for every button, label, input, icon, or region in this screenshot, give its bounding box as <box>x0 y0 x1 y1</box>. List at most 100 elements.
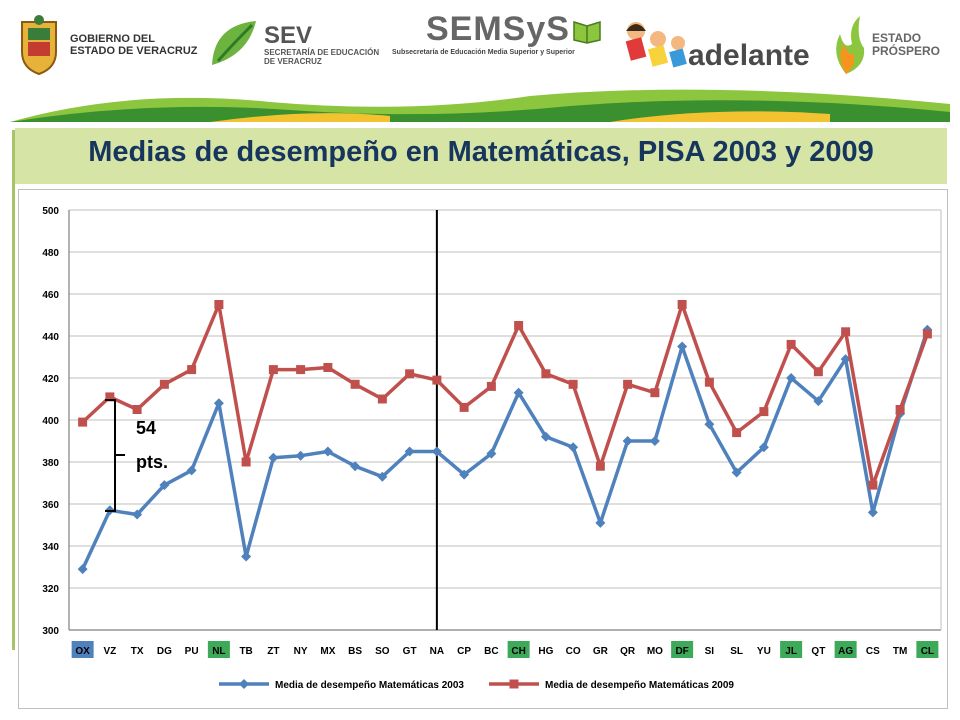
point-2003 <box>758 442 769 453</box>
x-tick-label: SL <box>730 646 743 657</box>
point-2009 <box>759 407 769 417</box>
x-tick-label: DF <box>675 646 688 657</box>
point-2003 <box>540 431 551 442</box>
logo3-name: SEMSyS <box>426 10 570 48</box>
point-2003 <box>322 446 333 457</box>
logo5-line2: PRÓSPERO <box>872 44 941 58</box>
y-tick-label: 320 <box>42 584 59 595</box>
point-2009 <box>132 405 142 414</box>
point-2003 <box>813 396 824 407</box>
x-tick-label: CP <box>457 646 471 657</box>
x-label-highlight-ch <box>507 641 530 658</box>
x-tick-label: MX <box>320 646 335 657</box>
y-tick-label: 500 <box>42 206 59 217</box>
logo2-line1: SECRETARÍA DE EDUCACIÓN <box>264 48 380 58</box>
point-2003 <box>568 442 579 453</box>
chart-legend: Media de desempeño Matemáticas 2003 Media… <box>219 679 734 691</box>
point-2009 <box>432 375 442 385</box>
book-icon <box>573 20 601 44</box>
x-tick-label: MO <box>647 646 663 657</box>
x-tick-label: CH <box>511 646 525 657</box>
point-2003 <box>431 446 442 457</box>
gap-annotation: 54 pts. <box>105 399 168 512</box>
point-2009 <box>296 365 306 375</box>
x-tick-label: BC <box>484 646 498 657</box>
point-2003 <box>159 480 170 491</box>
line-chart: 300 320 340 360 380 400 420 440 460 480 500 OX VZ TX… <box>42 206 942 691</box>
x-tick-label: JL <box>785 646 797 657</box>
point-2009 <box>405 369 415 379</box>
logo-sev: SEV SECRETARÍA DE EDUCACIÓN DE VERACRUZ <box>208 10 379 80</box>
point-2009 <box>732 428 742 438</box>
logo3-sub: Subsecretaría de Educación Media Superio… <box>392 49 575 56</box>
point-2003 <box>622 436 633 446</box>
logo-gobierno-veracruz: GOBIERNO DEL ESTADO DE VERACRUZ <box>14 10 198 80</box>
point-2009 <box>868 480 878 490</box>
logo-estado-prospero: ESTADO PRÓSPERO <box>826 10 940 80</box>
gap-bracket <box>105 399 116 512</box>
point-2009 <box>187 365 197 375</box>
x-tick-label: TX <box>131 646 144 657</box>
y-tick-label: 360 <box>42 500 59 511</box>
logo4-name: adelante <box>688 39 810 72</box>
point-2003 <box>704 419 715 430</box>
y-tick-label: 300 <box>42 626 59 637</box>
children-icon <box>625 22 687 68</box>
point-2003 <box>595 517 606 528</box>
point-2003 <box>350 461 361 472</box>
x-label-highlight-jl <box>780 641 803 658</box>
x-tick-label: TM <box>893 646 907 657</box>
x-tick-label: QT <box>811 646 825 657</box>
x-tick-label: NL <box>212 646 225 657</box>
logo-adelante: adelante <box>622 10 810 80</box>
x-label-highlight-ag <box>834 641 857 658</box>
point-2003 <box>513 387 524 398</box>
point-2009 <box>323 363 333 372</box>
point-2009 <box>377 394 387 404</box>
logo-semsys: SEMSyS Subsecretaría de Educación Media … <box>392 10 602 80</box>
point-2009 <box>159 379 169 389</box>
y-tick-label: 480 <box>42 248 59 259</box>
x-tick-label: HG <box>538 646 553 657</box>
x-tick-label: BS <box>348 646 362 657</box>
x-axis-labels: OX VZ TX DG PU NL TB ZT NY MX BS SO GT NA CP BC CH HG CO GR… <box>71 641 939 658</box>
x-tick-label: NY <box>294 646 308 657</box>
y-tick-label: 400 <box>42 416 59 427</box>
point-2009 <box>541 369 551 379</box>
point-2009 <box>350 379 360 389</box>
point-2009 <box>650 388 660 398</box>
point-2009 <box>486 381 496 391</box>
point-2003 <box>241 551 252 562</box>
x-label-highlight-cl <box>916 641 939 658</box>
point-2009 <box>514 321 524 330</box>
point-2003 <box>213 398 224 409</box>
x-tick-label: VZ <box>103 646 116 657</box>
point-2009 <box>786 339 796 349</box>
y-tick-label: 460 <box>42 290 59 301</box>
point-2003 <box>268 452 279 463</box>
title-bar <box>15 128 947 184</box>
logo5-line1: ESTADO <box>872 30 922 45</box>
x-tick-label: ZT <box>267 646 279 657</box>
page-title: Medias de desempeño en Matemáticas, PISA… <box>88 136 874 168</box>
point-2009 <box>268 365 278 375</box>
point-2009 <box>677 300 687 309</box>
point-2009 <box>623 379 633 389</box>
point-2003 <box>677 341 688 352</box>
point-2003 <box>459 469 470 480</box>
logo1-line2: ESTADO DE VERACRUZ <box>70 45 198 57</box>
x-tick-label: QR <box>620 646 636 657</box>
x-tick-label: SI <box>705 646 715 657</box>
point-2003 <box>867 507 878 518</box>
y-tick-label: 440 <box>42 332 59 343</box>
point-2003 <box>295 450 306 461</box>
x-tick-label: SO <box>375 646 390 657</box>
point-2009 <box>214 300 224 309</box>
decorative-wave <box>10 89 950 122</box>
point-2003 <box>377 471 388 482</box>
point-2003 <box>404 446 415 457</box>
point-2009 <box>922 329 932 339</box>
logo2-name: SEV <box>264 22 313 49</box>
annotation-unit: pts. <box>136 452 168 472</box>
logo1-line1: GOBIERNO DEL <box>70 32 155 45</box>
